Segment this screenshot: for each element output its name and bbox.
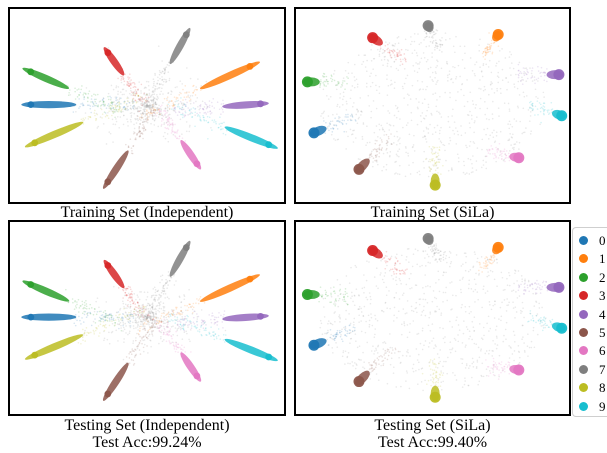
legend-label: 4: [599, 306, 606, 322]
caption: Testing Set (Independent) Test Acc:99.24…: [8, 417, 286, 451]
legend-marker: [579, 364, 588, 374]
legend-item-8: 8: [573, 379, 607, 397]
legend-item-4: 4: [573, 306, 607, 324]
caption-title: Training Set (Independent): [60, 204, 234, 221]
caption-title: Testing Set (Independent): [64, 417, 230, 434]
caption-title: Training Set (SiLa): [370, 204, 495, 221]
cluster-4: [517, 279, 565, 295]
cluster-1: [137, 274, 260, 335]
cluster-0: [21, 310, 135, 330]
cluster-8: [24, 92, 148, 148]
legend-label: 2: [599, 269, 606, 285]
legend-item-3: 3: [573, 287, 607, 305]
cluster-0: [21, 91, 135, 114]
background-cloud: [83, 275, 227, 361]
scatter-plot: [21, 240, 278, 401]
legend-item-6: 6: [573, 342, 607, 360]
cluster-8: [425, 145, 444, 191]
scatter-plot: [301, 233, 568, 403]
cluster-2: [22, 280, 123, 332]
legend-item-2: 2: [573, 269, 607, 287]
cluster-2: [22, 67, 122, 119]
legend-label: 9: [599, 398, 606, 414]
legend-label: 0: [599, 233, 606, 248]
caption: Training Set (Independent): [8, 204, 286, 221]
cluster-2: [301, 286, 349, 307]
cluster-7: [141, 240, 191, 318]
legend: 0 1 2 3 4 5 6 7 8 9: [572, 227, 607, 417]
cluster-4: [171, 310, 269, 332]
caption-accuracy: Test Acc:99.24%: [92, 434, 202, 451]
cluster-9: [167, 313, 278, 362]
caption: Testing Set (SiLa) Test Acc:99.40%: [294, 417, 571, 451]
cluster-2: [301, 72, 349, 91]
cluster-5: [353, 133, 393, 175]
legend-label: 8: [599, 380, 606, 396]
cluster-0: [308, 324, 356, 351]
legend-marker: [579, 309, 588, 319]
legend-label: 6: [599, 343, 606, 359]
scatter-plot: [21, 27, 278, 189]
legend-item-5: 5: [573, 324, 607, 342]
cluster-5: [353, 347, 400, 388]
background-cloud: [319, 247, 547, 392]
scatter-panel-testing-sila: [294, 220, 571, 416]
cluster-4: [517, 63, 565, 85]
legend-label: 1: [599, 251, 606, 267]
legend-marker: [579, 346, 588, 356]
cluster-6: [152, 318, 202, 382]
cluster-7: [422, 233, 451, 263]
cluster-6: [153, 104, 202, 170]
legend-item-7: 7: [573, 361, 607, 379]
scatter-panel-testing-independent: [8, 220, 286, 416]
cluster-6: [485, 357, 525, 380]
cluster-9: [167, 97, 278, 149]
cluster-5: [102, 108, 159, 189]
caption-accuracy: Test Acc:99.40%: [377, 434, 488, 451]
cluster-7: [143, 27, 191, 105]
legend-marker: [579, 401, 588, 411]
legend-marker: [579, 254, 588, 264]
legend-marker: [579, 328, 588, 337]
cluster-8: [24, 305, 146, 360]
legend-item-9: 9: [573, 398, 607, 416]
caption-title: Testing Set (SiLa): [374, 417, 491, 434]
legend-label: 5: [599, 325, 606, 340]
scatter-plot: [301, 20, 568, 191]
legend-item-0: 0: [573, 232, 607, 250]
cluster-6: [485, 142, 525, 164]
cluster-3: [103, 47, 150, 113]
cluster-4: [173, 97, 269, 118]
legend-marker: [579, 236, 588, 245]
cluster-7: [422, 20, 447, 51]
legend-label: 3: [599, 288, 606, 304]
cluster-8: [421, 358, 444, 403]
cluster-0: [308, 113, 357, 139]
cluster-1: [139, 61, 260, 121]
legend-marker: [579, 383, 588, 393]
legend-label: 7: [599, 361, 606, 377]
legend-marker: [579, 272, 588, 282]
cluster-3: [103, 259, 154, 321]
background-cloud: [60, 45, 212, 145]
scatter-panel-training-sila: [294, 7, 571, 204]
cluster-1: [481, 29, 504, 60]
legend-item-1: 1: [573, 250, 607, 268]
cluster-3: [367, 245, 408, 275]
scatter-panel-training-independent: [8, 7, 286, 204]
caption: Training Set (SiLa): [294, 204, 571, 221]
cluster-3: [367, 32, 407, 66]
cluster-1: [478, 241, 504, 273]
cluster-9: [528, 100, 568, 124]
legend-marker: [579, 291, 588, 301]
cluster-9: [527, 310, 568, 334]
background-cloud: [320, 31, 545, 178]
cluster-5: [102, 317, 160, 401]
